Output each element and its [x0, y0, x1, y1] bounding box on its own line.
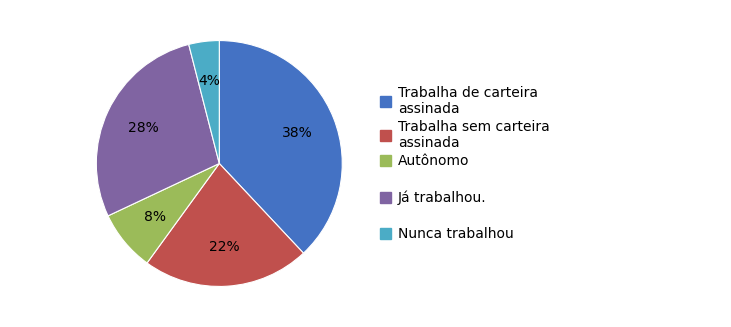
- Legend: Trabalha de carteira
assinada, Trabalha sem carteira
assinada, Autônomo, , Já tr: Trabalha de carteira assinada, Trabalha …: [380, 86, 550, 241]
- Text: 38%: 38%: [281, 126, 312, 140]
- Text: 4%: 4%: [198, 74, 220, 88]
- Wedge shape: [219, 41, 342, 253]
- Text: 28%: 28%: [128, 121, 159, 135]
- Wedge shape: [96, 44, 219, 216]
- Text: 8%: 8%: [144, 210, 166, 224]
- Text: 22%: 22%: [209, 240, 240, 254]
- Wedge shape: [147, 164, 303, 286]
- Wedge shape: [108, 164, 219, 263]
- Wedge shape: [189, 41, 219, 164]
